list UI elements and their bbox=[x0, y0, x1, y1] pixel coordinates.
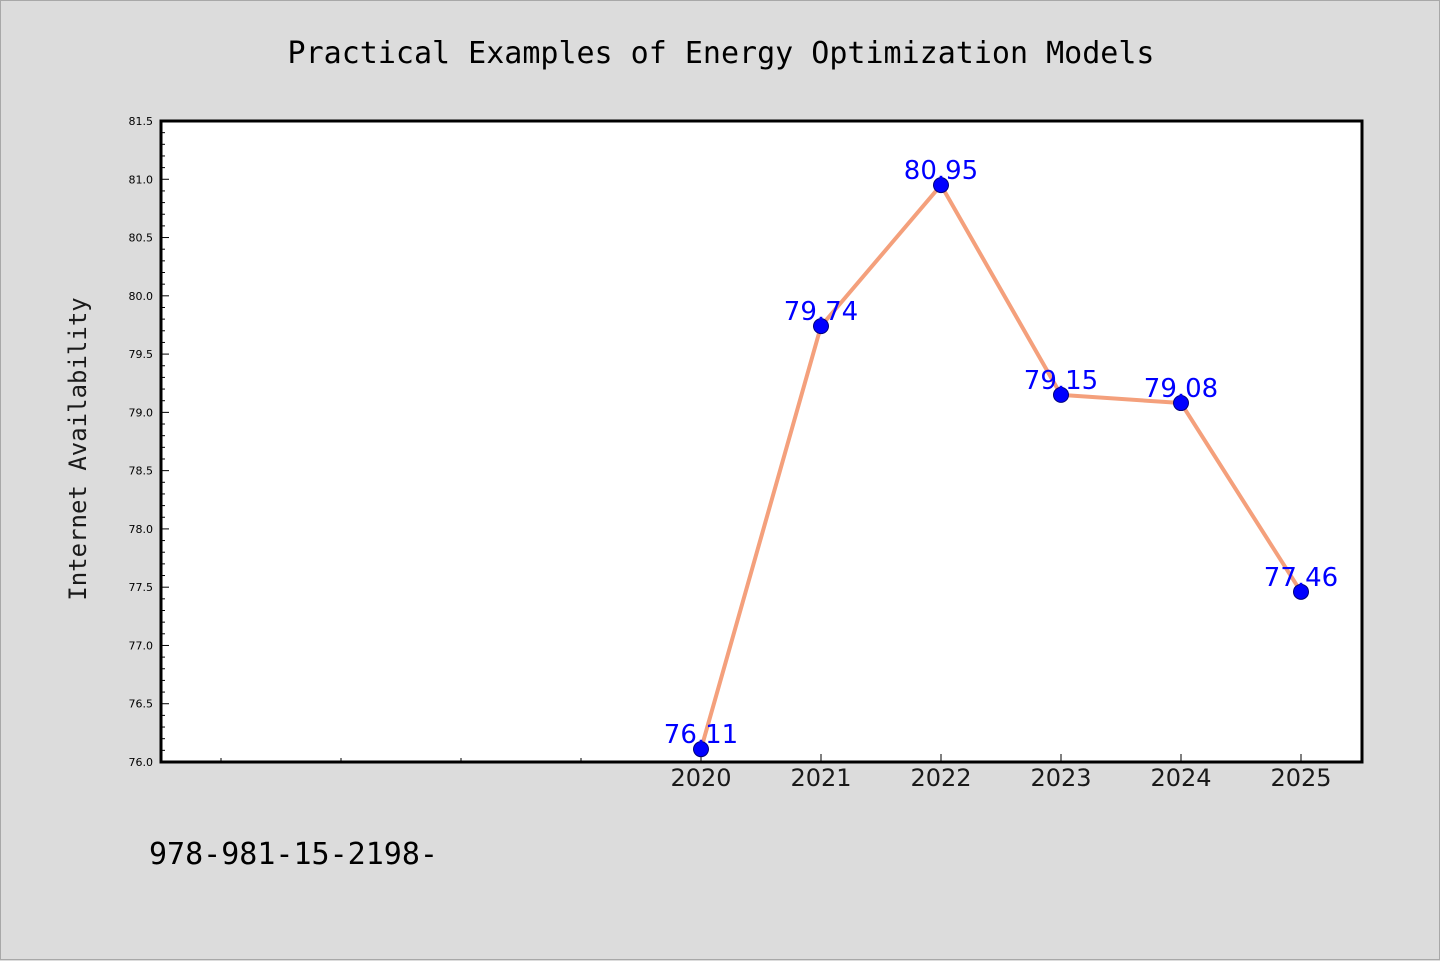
y-tick-label: 76.0 bbox=[129, 756, 154, 769]
data-label: 80.95 bbox=[904, 156, 978, 186]
footer-text: 978-981-15-2198- bbox=[149, 837, 438, 872]
y-tick-label: 76.5 bbox=[129, 698, 154, 711]
y-tick-label: 80.0 bbox=[129, 290, 154, 303]
x-tick-label: 2024 bbox=[1150, 764, 1211, 792]
plot-area bbox=[161, 121, 1362, 762]
y-axis-label: Internet Availability bbox=[64, 297, 92, 600]
plot-frame bbox=[159, 119, 1364, 764]
data-label: 79.08 bbox=[1144, 374, 1218, 404]
x-axis-ticks: 2020 2021 2022 2023 2024 2025 bbox=[220, 754, 1332, 792]
y-axis-ticks: 76.0 76.5 77.0 77.5 78.0 78.5 79.0 79.5 80.0 80.5… bbox=[129, 115, 169, 769]
y-tick-label: 81.0 bbox=[129, 173, 154, 186]
x-tick-label: 2020 bbox=[670, 764, 731, 792]
y-tick-label: 79.5 bbox=[129, 348, 154, 361]
y-tick-label: 78.0 bbox=[129, 523, 154, 536]
data-point bbox=[1173, 395, 1189, 412]
data-label: 79.74 bbox=[784, 297, 858, 327]
data-point bbox=[693, 741, 709, 758]
data-label: 76.11 bbox=[664, 720, 738, 750]
x-tick-label: 2025 bbox=[1270, 764, 1331, 792]
y-tick-label: 78.5 bbox=[129, 465, 154, 478]
data-label: 77.46 bbox=[1264, 563, 1338, 593]
y-tick-label: 79.0 bbox=[129, 406, 154, 419]
data-point bbox=[1293, 583, 1309, 600]
data-point bbox=[933, 177, 949, 194]
y-tick-label: 77.5 bbox=[129, 581, 154, 594]
chart-title: Practical Examples of Energy Optimizatio… bbox=[288, 36, 1155, 71]
data-point bbox=[1053, 386, 1069, 403]
data-point bbox=[813, 318, 829, 335]
series-line-group bbox=[699, 183, 1303, 752]
y-tick-label: 80.5 bbox=[129, 232, 154, 245]
data-labels-group: 76.11 79.74 80.95 79.15 79.08 77.46 bbox=[664, 156, 1338, 750]
y-tick-label: 77.0 bbox=[129, 639, 154, 652]
data-label: 79.15 bbox=[1024, 366, 1098, 396]
x-tick-label: 2021 bbox=[790, 764, 851, 792]
x-tick-label: 2023 bbox=[1030, 764, 1091, 792]
x-tick-label: 2022 bbox=[910, 764, 971, 792]
series-line bbox=[699, 183, 1303, 752]
series-points-group bbox=[693, 177, 1309, 758]
y-tick-label: 81.5 bbox=[129, 115, 154, 128]
